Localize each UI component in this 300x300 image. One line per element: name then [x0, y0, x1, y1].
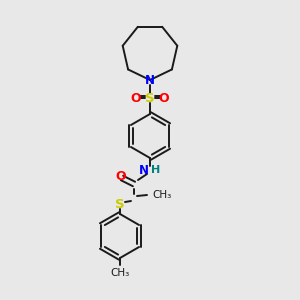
Text: N: N: [145, 74, 155, 86]
Text: CH₃: CH₃: [152, 190, 171, 200]
Text: S: S: [145, 92, 155, 104]
Text: S: S: [115, 197, 125, 211]
Text: CH₃: CH₃: [110, 268, 130, 278]
Text: O: O: [131, 92, 141, 104]
Text: O: O: [116, 170, 126, 184]
Text: N: N: [139, 164, 149, 176]
Text: H: H: [151, 165, 160, 175]
Text: O: O: [159, 92, 169, 104]
